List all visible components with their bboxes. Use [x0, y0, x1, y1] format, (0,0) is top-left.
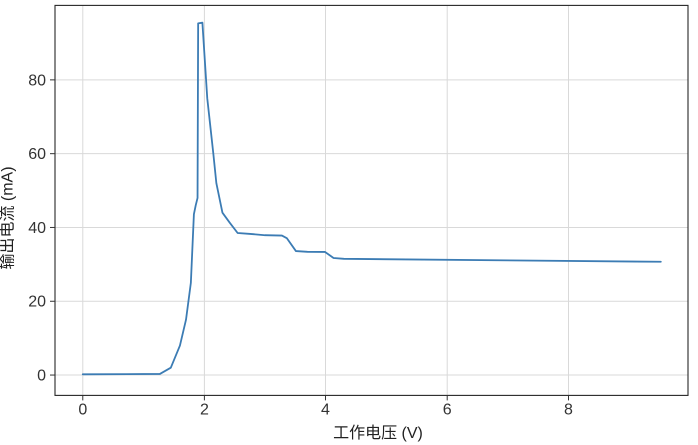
svg-text:60: 60 — [28, 146, 46, 163]
svg-text:0: 0 — [37, 368, 46, 385]
svg-text:2: 2 — [200, 402, 209, 419]
svg-text:8: 8 — [564, 402, 573, 419]
svg-text:6: 6 — [443, 402, 452, 419]
svg-text:0: 0 — [78, 402, 87, 419]
svg-text:输出电流 (mA): 输出电流 (mA) — [0, 166, 17, 269]
svg-text:80: 80 — [28, 72, 46, 89]
svg-text:4: 4 — [321, 402, 330, 419]
svg-text:工作电压 (V): 工作电压 (V) — [333, 424, 423, 442]
svg-text:40: 40 — [28, 220, 46, 237]
svg-text:20: 20 — [28, 294, 46, 311]
